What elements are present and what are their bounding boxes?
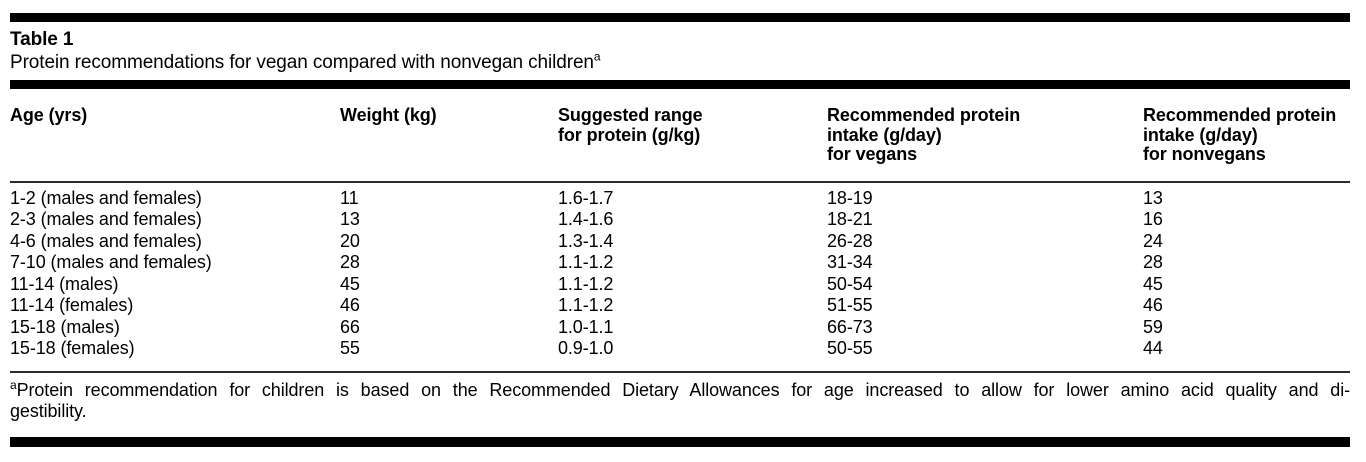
- table-label: Table 1: [10, 29, 74, 50]
- table-cell: 46: [340, 295, 360, 315]
- table-cell: 13: [340, 209, 360, 229]
- table-cell: 11: [340, 187, 359, 208]
- table-row: 7-10 (males and females) 28 1.1-1.2 31-34 28: [10, 252, 1350, 274]
- table-cell: 59: [1143, 316, 1163, 337]
- table-cell: 1.1-1.2: [558, 273, 614, 294]
- table-row: 4-6 (males and females) 20 1.3-1.4 26-28 24: [10, 231, 1350, 253]
- table-title-block: Table 1 Protein recommendations for vega…: [10, 28, 1350, 74]
- table-cell: 44: [1143, 338, 1163, 358]
- footnote-marker: a: [10, 377, 17, 392]
- table-cell: 50-54: [827, 273, 873, 294]
- bottom-thick-rule: [10, 436, 1350, 447]
- table-cell: 1.6-1.7: [558, 187, 614, 208]
- table-cell: 0.9-1.0: [558, 338, 614, 358]
- table-cell: 51-55: [827, 295, 873, 315]
- table-cell: 7-10 (males and females): [10, 252, 212, 272]
- body-bottom-rule: [10, 370, 1350, 373]
- table-cell: 15-18 (males): [10, 316, 120, 337]
- table-row: 11-14 (males) 45 1.1-1.2 50-54 45: [10, 274, 1350, 296]
- table-header-row: Age (yrs) Weight (kg) Suggested range for …: [10, 105, 1350, 165]
- top-thick-rule: [10, 13, 1350, 22]
- table-caption: Protein recommendations for vegan compar…: [10, 51, 1350, 74]
- table-cell: 45: [1143, 273, 1163, 294]
- footnote-line-1: aProtein recommendation for children is …: [10, 377, 1351, 401]
- table-cell: 45: [340, 273, 360, 294]
- table-row: 1-2 (males and females) 11 1.6-1.7 18-19 13: [10, 188, 1350, 210]
- footnote-line-1-text: Protein recommendation for children is b…: [16, 379, 1351, 400]
- table-caption-text: Protein recommendations for vegan compar…: [10, 52, 594, 73]
- table-row: 11-14 (females) 46 1.1-1.2 51-55 46: [10, 295, 1350, 317]
- table-row: 15-18 (females) 55 0.9-1.0 50-55 44: [10, 338, 1350, 360]
- table-cell: 24: [1143, 230, 1163, 251]
- table-cell: 1-2 (males and females): [10, 187, 202, 208]
- table-cell: 15-18 (females): [10, 338, 135, 358]
- table-cell: 26-28: [827, 230, 873, 251]
- column-header: Recommended protein intake (g/day) for v…: [827, 105, 1021, 164]
- title-bottom-thick-rule: [10, 80, 1350, 89]
- table-cell: 46: [1143, 295, 1163, 315]
- table-cell: 55: [340, 338, 360, 358]
- column-header: Age (yrs): [10, 105, 88, 125]
- table-cell: 31-34: [827, 252, 873, 272]
- table-cell: 16: [1143, 209, 1163, 229]
- table-cell: 1.3-1.4: [558, 230, 614, 251]
- table-body: 1-2 (males and females) 11 1.6-1.7 18-19 13 2…: [10, 188, 1350, 360]
- table-cell: 28: [1143, 252, 1163, 272]
- caption-footnote-marker: a: [593, 49, 601, 64]
- table-cell: 66: [340, 316, 360, 337]
- footnote-line-2: gestibility.: [10, 400, 87, 421]
- table-footnote: aProtein recommendation for children is …: [10, 377, 1351, 422]
- table-row: 15-18 (males) 66 1.0-1.1 66-73 59: [10, 317, 1350, 339]
- table-cell: 18-21: [827, 209, 873, 229]
- table-cell: 66-73: [827, 316, 873, 337]
- column-header: Weight (kg): [340, 105, 437, 125]
- table-cell: 13: [1143, 187, 1163, 208]
- table-cell: 11-14 (males): [10, 273, 119, 294]
- table-cell: 1.4-1.6: [558, 209, 614, 229]
- table-cell: 1.0-1.1: [558, 316, 614, 337]
- table-cell: 11-14 (females): [10, 295, 134, 315]
- column-header: Suggested range for protein (g/kg): [558, 105, 703, 145]
- table-cell: 20: [340, 230, 360, 251]
- table-cell: 1.1-1.2: [558, 295, 614, 315]
- column-header: Recommended protein intake (g/day) for n…: [1143, 105, 1337, 164]
- header-bottom-rule: [10, 180, 1350, 183]
- table-row: 2-3 (males and females) 13 1.4-1.6 18-21 16: [10, 209, 1350, 231]
- table-cell: 50-55: [827, 338, 873, 358]
- table-cell: 2-3 (males and females): [10, 209, 202, 229]
- table-cell: 1.1-1.2: [558, 252, 614, 272]
- table-cell: 18-19: [827, 187, 873, 208]
- table-cell: 4-6 (males and females): [10, 230, 202, 251]
- table-cell: 28: [340, 252, 360, 272]
